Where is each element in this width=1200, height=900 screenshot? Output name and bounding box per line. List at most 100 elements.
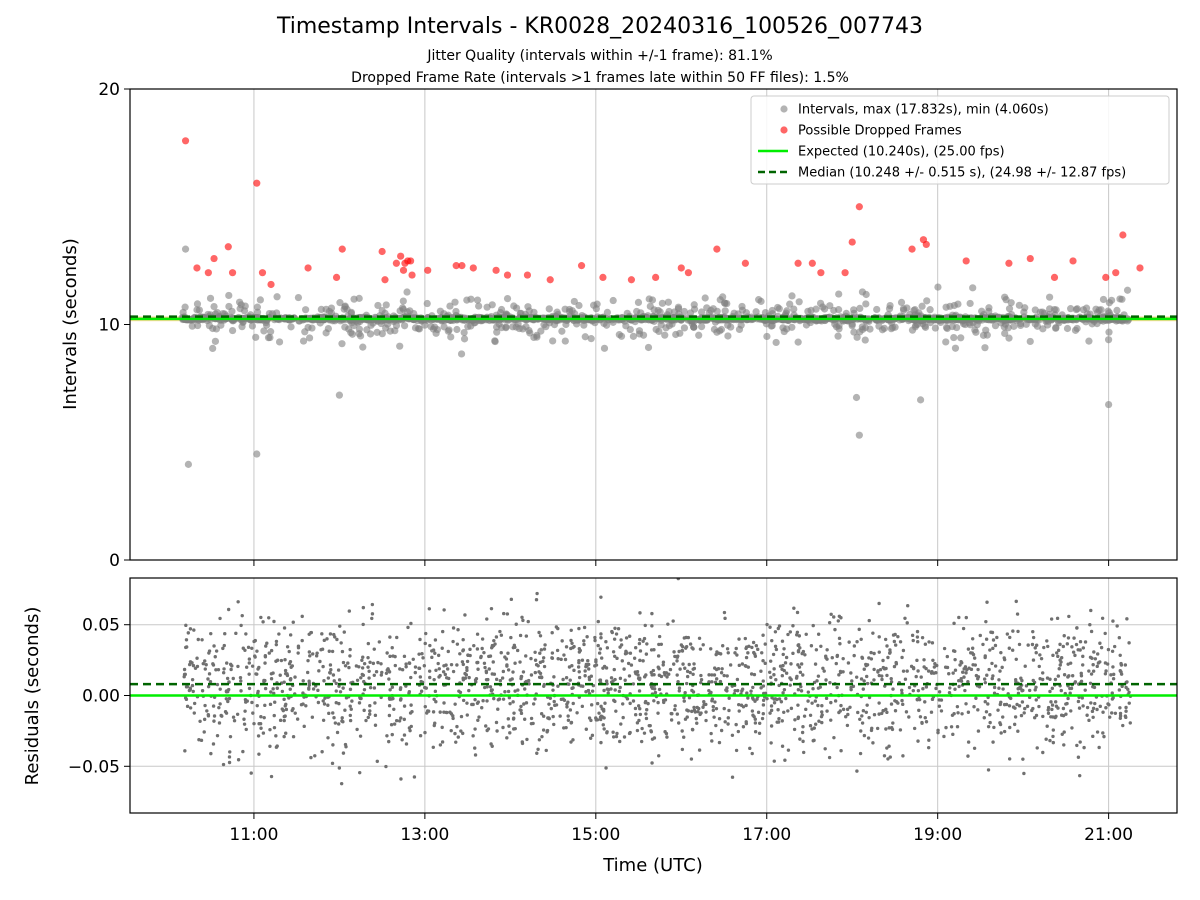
residual-point <box>642 731 647 735</box>
residual-point <box>1057 667 1061 671</box>
residual-point <box>523 687 527 691</box>
residual-point <box>334 700 338 705</box>
interval-point <box>786 300 794 308</box>
residual-point <box>389 723 394 727</box>
residual-point <box>1030 642 1035 647</box>
residual-point <box>1087 718 1091 723</box>
interval-point <box>644 343 653 352</box>
residual-point <box>402 654 407 659</box>
residual-point <box>947 690 952 695</box>
residual-point <box>845 707 850 712</box>
interval-point <box>918 302 926 310</box>
interval-point <box>1039 325 1047 333</box>
interval-point <box>634 298 643 307</box>
residual-point <box>578 648 582 653</box>
residual-point <box>274 734 278 738</box>
residual-point <box>531 702 536 706</box>
residual-point <box>1021 757 1025 761</box>
residual-point <box>550 656 554 660</box>
residual-point <box>871 741 875 745</box>
residual-point <box>457 689 461 693</box>
residual-point <box>991 646 995 651</box>
residual-point <box>849 685 853 690</box>
residual-point <box>682 699 686 703</box>
residual-point <box>1124 709 1128 713</box>
residual-point <box>587 667 591 671</box>
residual-point <box>688 670 692 675</box>
residual-point <box>584 727 589 731</box>
residual-point <box>287 662 292 666</box>
residual-point <box>800 730 805 735</box>
residual-point <box>343 742 348 747</box>
residual-point <box>769 704 774 708</box>
residual-point <box>540 734 544 739</box>
residual-point <box>615 731 619 736</box>
residual-point <box>992 725 996 730</box>
residual-point <box>733 688 737 693</box>
residual-point <box>644 716 649 721</box>
residual-point <box>976 729 981 733</box>
residual-point <box>368 709 372 713</box>
interval-point <box>302 306 310 314</box>
residual-point <box>477 715 481 719</box>
residual-point <box>612 667 616 672</box>
residual-point <box>215 733 220 738</box>
residual-point <box>982 716 986 720</box>
residual-point <box>316 700 321 705</box>
residual-point <box>284 731 288 735</box>
residual-point <box>333 721 338 725</box>
residual-point <box>433 638 438 642</box>
residual-point <box>627 674 632 678</box>
dropped-frame-points <box>181 137 1144 289</box>
residual-point <box>417 652 421 656</box>
residual-point <box>247 657 252 661</box>
residual-point <box>348 647 352 652</box>
residual-point <box>912 726 917 731</box>
residual-point <box>656 711 660 715</box>
residual-point <box>451 626 456 630</box>
residual-point <box>633 713 638 717</box>
residual-point <box>256 689 260 694</box>
interval-point <box>954 300 962 308</box>
residual-point <box>827 755 832 760</box>
residual-point <box>673 707 677 712</box>
residual-point <box>774 678 778 682</box>
residual-point <box>911 666 916 670</box>
residual-point <box>217 721 222 725</box>
residual-point <box>740 662 745 666</box>
residual-point <box>261 731 266 735</box>
residual-point <box>782 687 787 692</box>
residual-point <box>325 637 329 641</box>
residual-point <box>990 661 994 666</box>
residual-point <box>646 701 650 706</box>
interval-point <box>831 320 839 328</box>
residual-point <box>791 651 795 656</box>
residual-point <box>998 702 1002 707</box>
residual-point <box>489 606 494 611</box>
residual-point <box>964 702 968 706</box>
residual-point <box>612 698 616 703</box>
residual-point <box>242 722 247 726</box>
residual-point <box>1117 636 1122 640</box>
residual-point <box>1085 713 1089 717</box>
residual-point <box>227 696 232 701</box>
residual-point <box>605 687 610 691</box>
residual-point <box>1124 705 1128 710</box>
residual-point <box>387 670 392 674</box>
residual-point <box>182 667 187 672</box>
interval-point <box>236 305 244 313</box>
residual-point <box>707 688 711 693</box>
residual-point <box>741 705 746 709</box>
residual-point <box>498 629 502 634</box>
interval-point <box>519 325 527 333</box>
residual-point <box>829 700 833 705</box>
dropped-frame-point <box>684 269 693 277</box>
residual-point <box>520 741 525 746</box>
residual-point <box>997 678 1001 682</box>
residual-point <box>919 675 923 679</box>
residual-point <box>889 680 894 684</box>
interval-point <box>1082 304 1091 312</box>
residual-point <box>614 632 619 636</box>
residual-point <box>285 673 290 678</box>
residual-point <box>449 728 453 733</box>
